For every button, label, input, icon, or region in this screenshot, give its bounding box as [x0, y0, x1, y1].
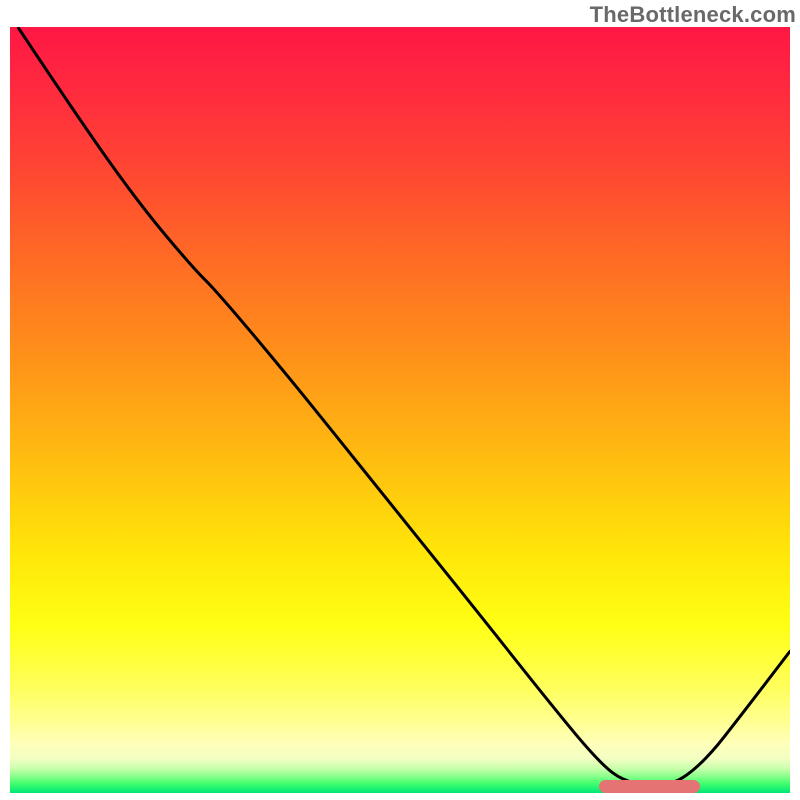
optimum-marker: [599, 780, 700, 793]
bottleneck-curve: [10, 27, 790, 793]
plot-area: [10, 27, 790, 793]
curve-path: [18, 27, 790, 786]
watermark-text: TheBottleneck.com: [590, 2, 796, 28]
chart-frame: TheBottleneck.com: [0, 0, 800, 800]
